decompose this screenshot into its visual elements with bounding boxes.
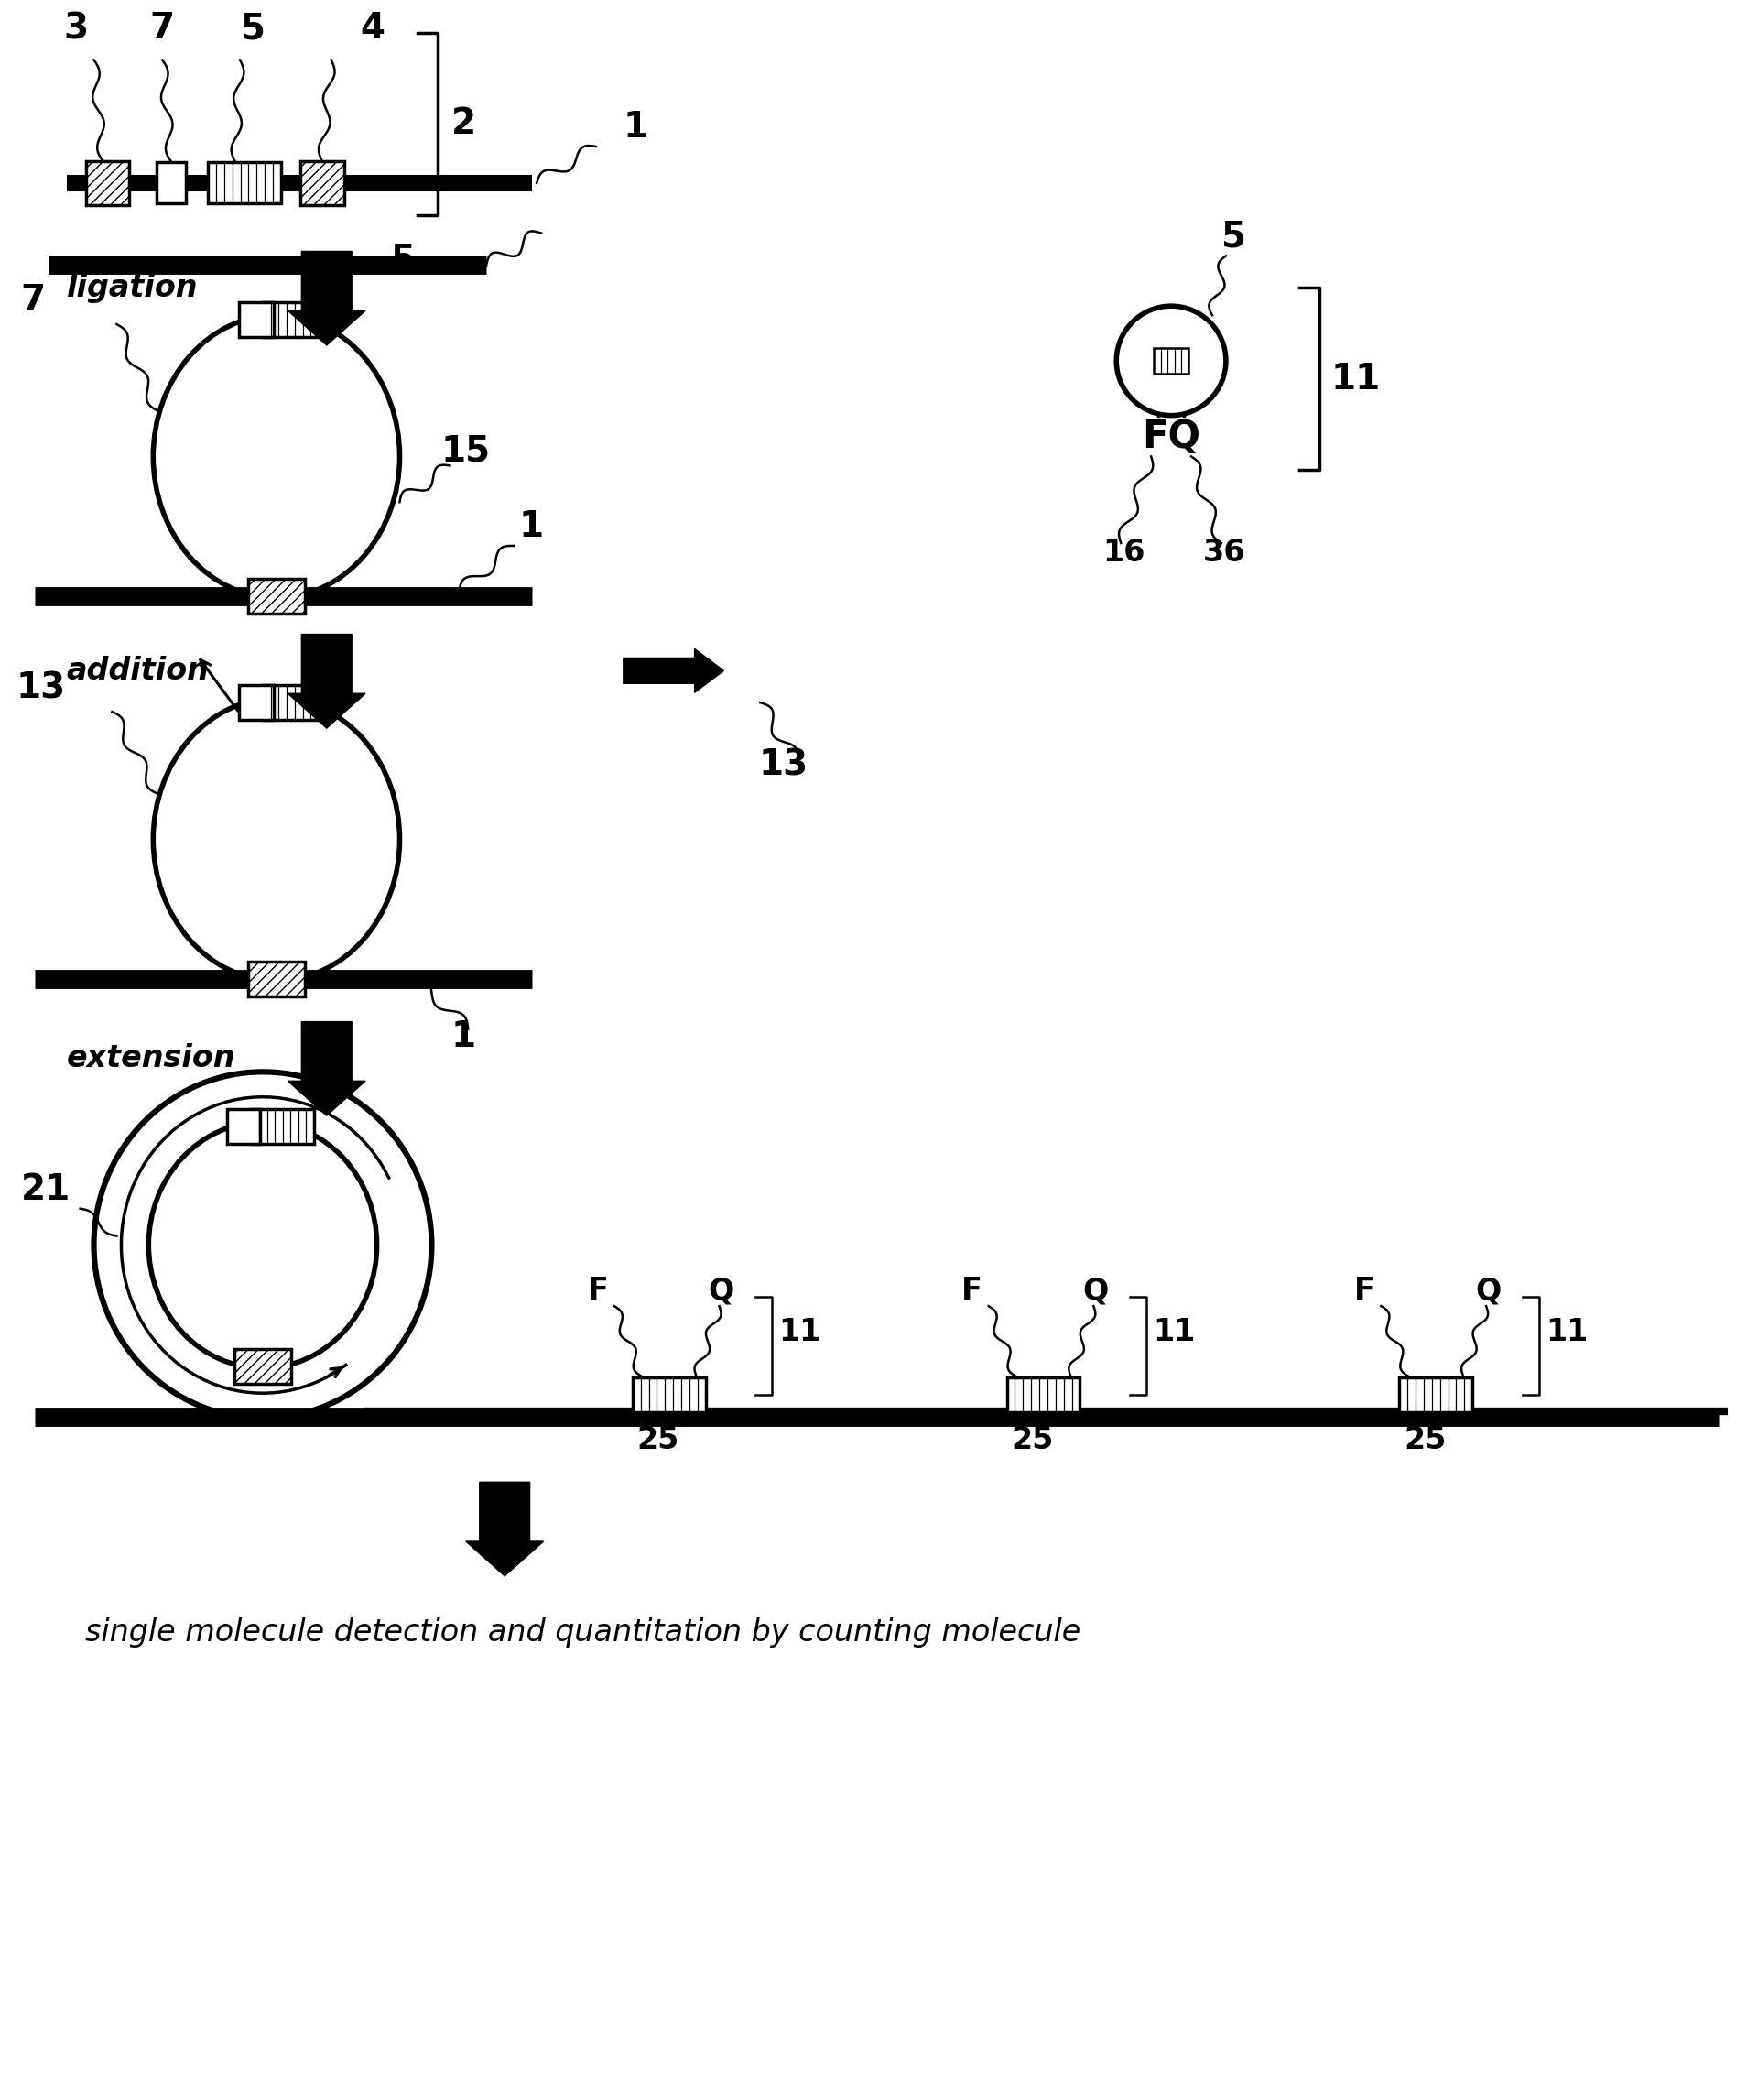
Bar <box>1153 349 1188 374</box>
Bar <box>1399 1378 1473 1411</box>
Text: 5: 5 <box>1222 218 1246 254</box>
Text: 1: 1 <box>519 508 543 544</box>
Bar <box>301 162 345 206</box>
Bar <box>239 302 274 336</box>
Text: single molecule detection and quantitation by counting molecule: single molecule detection and quantitati… <box>84 1617 1079 1649</box>
Text: F: F <box>587 1277 608 1306</box>
Text: 11: 11 <box>779 1317 821 1348</box>
Bar <box>207 162 281 204</box>
Bar <box>248 962 304 995</box>
FancyArrow shape <box>288 252 366 344</box>
Text: Q: Q <box>1083 1277 1108 1306</box>
Text: Q: Q <box>1475 1277 1501 1306</box>
Text: extension: extension <box>67 1044 236 1073</box>
Text: 13: 13 <box>758 748 809 783</box>
Text: 3: 3 <box>63 10 88 46</box>
Text: 11: 11 <box>1331 361 1380 397</box>
Text: F: F <box>1354 1277 1375 1306</box>
Text: F: F <box>962 1277 983 1306</box>
Text: 11: 11 <box>1545 1317 1587 1348</box>
Text: 2: 2 <box>452 107 476 141</box>
FancyArrow shape <box>624 649 724 693</box>
Text: 16: 16 <box>1102 538 1144 567</box>
Bar <box>262 302 327 336</box>
Text: 4: 4 <box>360 10 385 46</box>
Text: 25: 25 <box>636 1426 679 1455</box>
Text: 25: 25 <box>1011 1426 1053 1455</box>
Text: Q: Q <box>708 1277 735 1306</box>
Text: 15: 15 <box>441 433 490 468</box>
Bar <box>156 162 186 204</box>
Text: FQ: FQ <box>1143 418 1201 456</box>
Text: 36: 36 <box>1202 538 1246 567</box>
Text: 1: 1 <box>624 109 649 145</box>
Bar <box>248 580 304 613</box>
FancyArrow shape <box>466 1483 543 1575</box>
Bar <box>239 685 274 720</box>
FancyArrow shape <box>288 634 366 729</box>
Text: 21: 21 <box>21 1172 70 1208</box>
Text: 7: 7 <box>21 284 46 317</box>
Bar <box>262 685 327 720</box>
Text: 1: 1 <box>452 1021 476 1054</box>
Bar <box>633 1378 705 1411</box>
Bar <box>1007 1378 1079 1411</box>
Text: ligation: ligation <box>67 273 199 302</box>
Text: 13: 13 <box>16 670 65 706</box>
Bar <box>227 1109 260 1144</box>
Bar <box>251 1109 315 1144</box>
FancyArrow shape <box>288 1023 366 1115</box>
Text: 25: 25 <box>1403 1426 1447 1455</box>
Bar <box>86 162 130 206</box>
Text: 5: 5 <box>241 10 265 46</box>
Bar <box>234 1348 292 1384</box>
Text: 11: 11 <box>1153 1317 1195 1348</box>
Text: 7: 7 <box>149 10 174 46</box>
Text: 5: 5 <box>390 242 415 277</box>
Text: addition: addition <box>67 655 209 687</box>
